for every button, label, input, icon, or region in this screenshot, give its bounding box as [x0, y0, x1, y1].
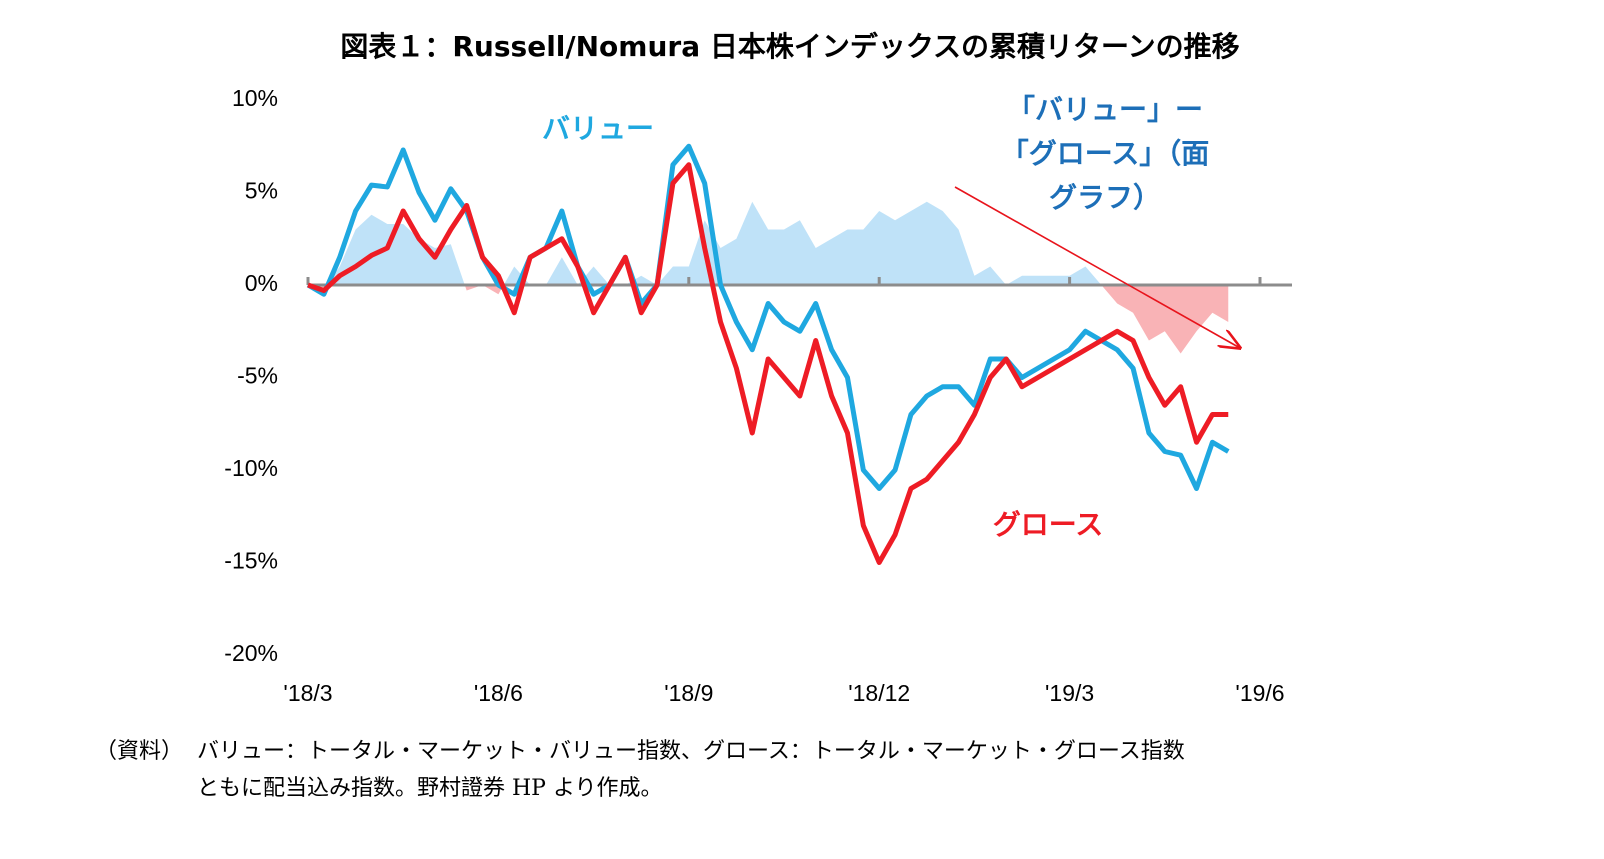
x-tick-label: '19/3 [1045, 680, 1094, 706]
series-label: グロース [993, 508, 1104, 541]
series-label: バリュー [542, 112, 654, 145]
x-tick-label: '18/6 [474, 680, 523, 706]
y-tick-label: 5% [245, 178, 278, 204]
y-tick-label: -15% [224, 548, 278, 574]
chart-title: 図表１：Russell/Nomura 日本株インデックスの累積リターンの推移 [340, 30, 1239, 63]
x-tick-label: '18/12 [848, 680, 910, 706]
source-label: （資料） [95, 739, 183, 764]
plot: 10% 5% 0% -5% -10% -15% -20%'18/3 '18/6 '18/9 '18… [224, 85, 1292, 706]
y-tick-label: -5% [237, 363, 278, 389]
source-line: バリュー：トータル・マーケット・バリュー指数、グロース：トータル・マーケット・グ… [197, 739, 1185, 764]
trend-arrow [954, 186, 1240, 348]
source-line: ともに配当込み指数。野村證券 HP より作成。 [197, 776, 663, 801]
area-label: 「バリュー」ー「グロース」（面グラフ） [1000, 93, 1210, 214]
y-tick-label: 10% [232, 85, 278, 111]
line [306, 143, 1230, 491]
x-tick-label: '19/6 [1235, 680, 1284, 706]
area-negative [308, 285, 1229, 354]
y-tick-label: -20% [224, 640, 278, 666]
area-label-box: 「バリュー」ー「グロース」（面グラフ） [1000, 93, 1210, 214]
area [308, 201, 1229, 285]
x-tick-label: '18/3 [283, 680, 332, 706]
x-tick-label: '18/9 [664, 680, 713, 706]
y-tick-label: 0% [245, 270, 278, 296]
line [307, 162, 1229, 565]
y-tick-label: -10% [224, 455, 278, 481]
